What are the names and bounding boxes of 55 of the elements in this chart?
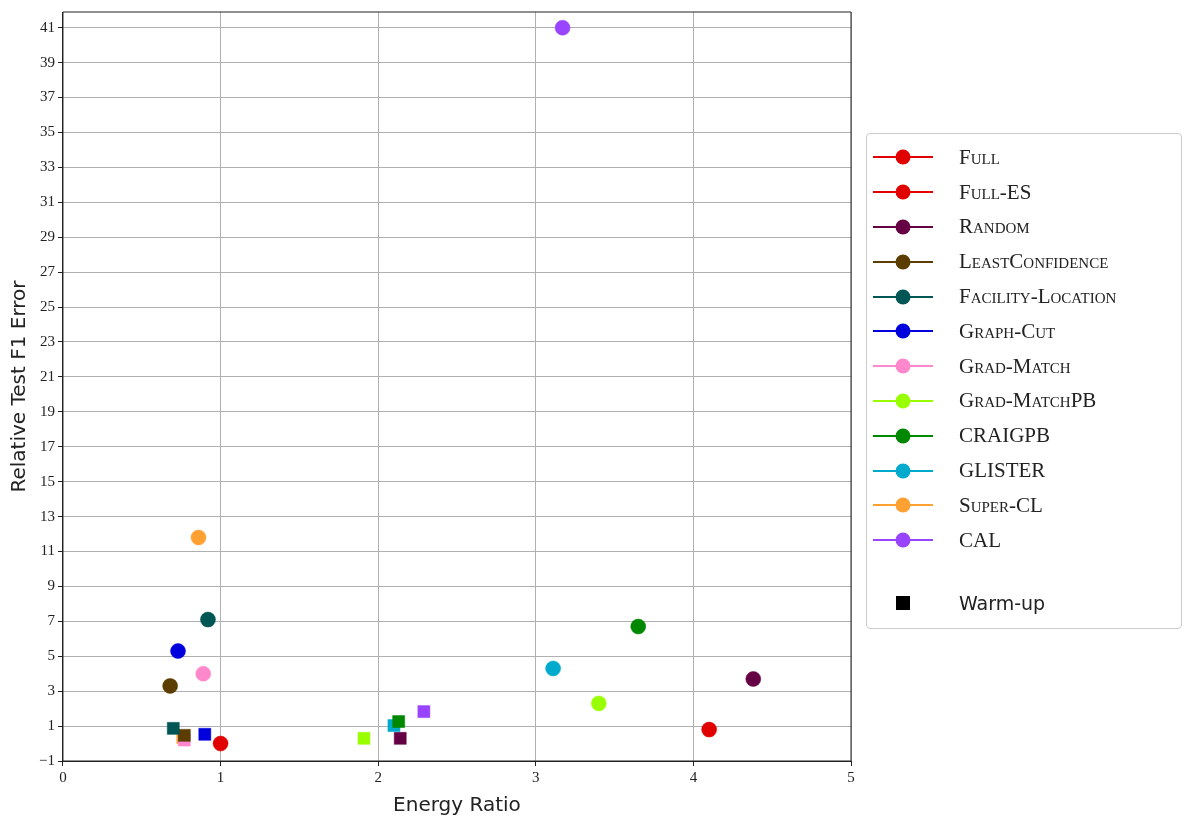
y-tick-label: 9 [47, 577, 55, 594]
point [162, 678, 178, 694]
y-tick-label: 1 [47, 717, 55, 734]
y-tick-label: 15 [39, 472, 55, 489]
y-tick-label: 35 [39, 123, 55, 140]
x-tick-label: 0 [59, 768, 67, 785]
point [701, 721, 717, 738]
point [190, 529, 207, 546]
point [745, 671, 762, 687]
text: Warm-up [959, 591, 1046, 614]
legend-label: Super-CL [959, 492, 1043, 518]
y-tick-label: 25 [39, 298, 55, 314]
legend-label: Facility-Location [959, 284, 1117, 310]
y-tick-label: 29 [39, 228, 55, 245]
x-tick-label: 5 [847, 768, 855, 785]
legend-label: Full-ES [959, 179, 1032, 205]
legend-label: Grad-MatchPB [959, 388, 1097, 414]
y-tick-label: 13 [39, 507, 55, 524]
y-tick-label: 19 [39, 402, 55, 419]
legend-label: CRAIGPB [959, 423, 1051, 449]
y-tick-label: 5 [47, 647, 55, 664]
point [554, 19, 571, 36]
x-tick-label: 1 [216, 768, 225, 785]
y-tick-label: 33 [39, 158, 55, 175]
point [170, 643, 186, 659]
legend-label: Graph-Cut [959, 318, 1056, 344]
point [200, 611, 216, 628]
y-tick-label: 39 [39, 53, 55, 70]
y-tick-label: 3 [47, 682, 55, 699]
y-axis-title: Relative Test F1 Error [6, 279, 31, 493]
x-tick-label: 3 [532, 768, 540, 785]
y-tick-label: −1 [38, 751, 55, 768]
legend-label: GLISTER [959, 458, 1046, 484]
y-tick-label: 7 [47, 612, 56, 629]
y-tick-label: 27 [39, 263, 56, 280]
legend-label: LeastConfidence [959, 249, 1109, 275]
legend-label: CAL [959, 527, 1001, 553]
x-tick-label: 2 [374, 768, 382, 785]
point [591, 695, 607, 712]
point [630, 618, 646, 635]
x-axis-title: Energy Ratio [393, 792, 521, 817]
y-tick-label: 21 [39, 367, 55, 384]
y-tick-label: 41 [39, 18, 55, 35]
y-tick-label: 31 [39, 193, 55, 210]
point [195, 665, 211, 682]
point [545, 660, 561, 677]
y-tick-label: 37 [39, 88, 56, 105]
point [212, 735, 229, 752]
legend-label: Full [959, 144, 1000, 170]
y-tick-label: 11 [40, 542, 55, 559]
y-tick-label: 23 [39, 332, 55, 349]
y-tick-label: 17 [39, 437, 56, 454]
legend-label: Random [959, 214, 1030, 240]
x-tick-label: 4 [689, 768, 698, 785]
legend-label: Grad-Match [959, 353, 1071, 379]
